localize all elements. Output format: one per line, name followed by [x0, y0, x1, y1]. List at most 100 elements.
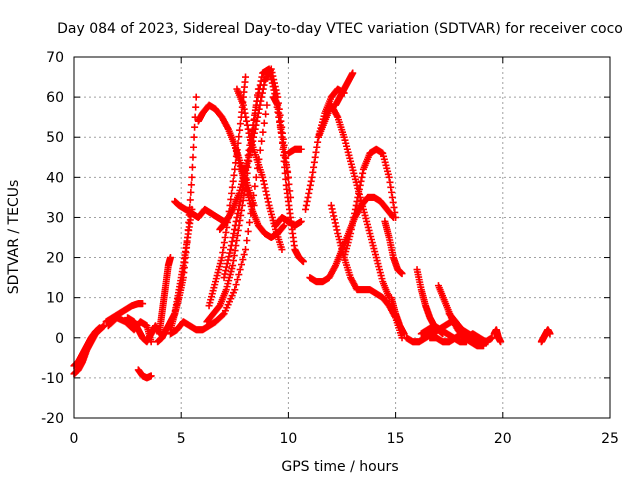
data-point: [328, 205, 336, 213]
data-point: [258, 137, 266, 145]
data-point: [386, 178, 394, 186]
data-point: [235, 201, 243, 209]
data-point: [280, 151, 288, 159]
data-point: [226, 249, 234, 257]
series-track-37: [490, 326, 505, 346]
data-point: [332, 222, 340, 230]
data-point: [278, 133, 286, 141]
data-point: [223, 260, 231, 268]
data-point: [221, 270, 229, 278]
data-point: [243, 156, 251, 164]
data-point: [231, 247, 239, 255]
data-point: [348, 221, 356, 229]
data-point: [220, 274, 228, 282]
data-point: [330, 212, 338, 220]
data-point: [236, 197, 244, 205]
data-point: [299, 258, 307, 266]
data-point: [236, 126, 244, 134]
data-point: [227, 195, 235, 203]
data-point: [270, 86, 278, 94]
data-point: [349, 69, 357, 77]
series-track-19: [269, 93, 307, 266]
data-point: [310, 163, 318, 171]
series-track-26: [340, 145, 400, 262]
data-point: [240, 251, 248, 259]
data-point: [353, 197, 361, 205]
data-point: [228, 207, 236, 215]
data-point: [268, 79, 276, 87]
y-tick-label: -10: [41, 371, 64, 387]
data-point: [234, 209, 242, 217]
y-axis-label: SDTVAR / TECUs: [6, 180, 22, 295]
data-point: [243, 237, 251, 245]
x-tick-label: 20: [494, 431, 512, 447]
data-point: [189, 153, 197, 161]
y-tick-label: 40: [46, 170, 64, 186]
data-point: [250, 116, 258, 124]
data-point: [260, 180, 268, 188]
data-point: [243, 117, 251, 125]
data-point: [220, 239, 228, 247]
data-point: [400, 330, 408, 338]
data-point: [225, 253, 233, 261]
series-track-11: [166, 101, 271, 338]
data-point: [227, 246, 235, 254]
data-point: [281, 169, 289, 177]
data-point: [236, 266, 244, 274]
data-points: [70, 65, 554, 382]
data-point: [278, 246, 286, 254]
series-track-29: [387, 294, 408, 338]
data-point: [387, 183, 395, 191]
data-point: [312, 148, 320, 156]
data-point: [240, 105, 248, 113]
series-track-03: [102, 300, 147, 326]
data-point: [258, 73, 266, 81]
series-track-10: [171, 197, 228, 225]
data-point: [308, 173, 316, 181]
data-point: [243, 121, 251, 129]
data-point: [331, 263, 339, 271]
data-point: [235, 271, 243, 279]
data-point: [228, 238, 236, 246]
data-point: [242, 73, 250, 81]
data-point: [243, 161, 251, 169]
data-point: [236, 120, 244, 128]
data-point: [188, 163, 196, 171]
data-point: [305, 189, 313, 197]
data-point: [310, 158, 318, 166]
data-point: [244, 125, 252, 133]
data-point: [307, 177, 315, 185]
data-point: [281, 163, 289, 171]
data-point: [222, 267, 230, 275]
data-point: [233, 237, 241, 245]
data-point: [241, 109, 249, 117]
data-point: [186, 196, 194, 204]
data-point: [231, 165, 239, 173]
data-point: [232, 217, 240, 225]
data-point: [231, 225, 239, 233]
series-track-38: [537, 326, 554, 346]
data-point: [266, 69, 274, 77]
data-point: [246, 218, 254, 226]
data-point: [297, 217, 305, 225]
data-point: [229, 262, 237, 270]
y-tick-label: 10: [46, 291, 64, 307]
data-point: [251, 111, 259, 119]
data-point: [231, 221, 239, 229]
data-point: [219, 249, 227, 257]
data-point: [227, 242, 235, 250]
data-point: [187, 188, 195, 196]
data-point: [347, 229, 355, 237]
data-point: [235, 205, 243, 213]
grid-lines: [73, 56, 611, 419]
data-point: [233, 231, 241, 239]
data-point: [255, 89, 263, 97]
data-point: [347, 225, 355, 233]
data-point: [232, 281, 240, 289]
series-track-22: [302, 85, 348, 213]
series-track-02: [70, 322, 108, 378]
data-point: [269, 83, 277, 91]
data-point: [359, 169, 367, 177]
data-point: [245, 129, 253, 137]
data-point: [297, 145, 305, 153]
